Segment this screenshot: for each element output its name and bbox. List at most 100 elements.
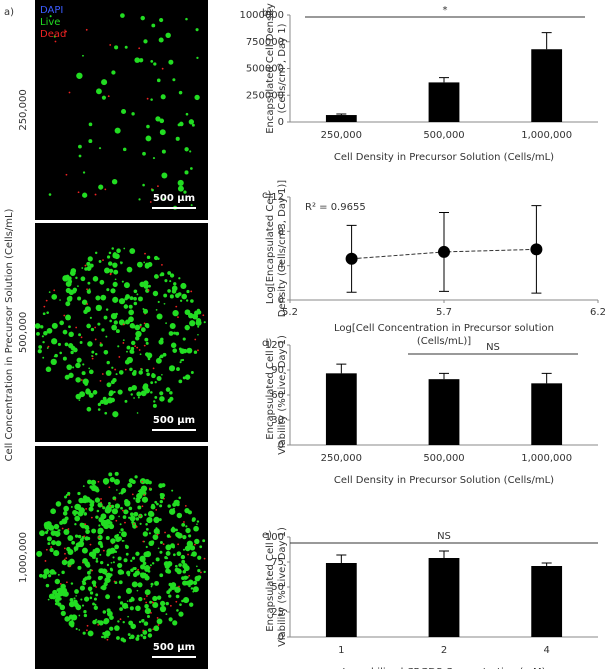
cell-dot <box>140 327 146 333</box>
cell-dot <box>169 508 176 515</box>
cell-dot <box>46 536 52 542</box>
cell-dot <box>142 629 145 632</box>
x-tick-label: 6.2 <box>590 307 606 318</box>
cell-dot <box>170 527 176 533</box>
cell-dot <box>80 336 83 339</box>
cell-dot <box>73 597 76 600</box>
cell-dot <box>112 281 118 287</box>
cell-dot <box>176 568 182 573</box>
cell-dot <box>109 268 114 273</box>
cell-dot <box>119 601 124 605</box>
cell-dot <box>117 345 120 348</box>
cell-dot <box>190 554 193 557</box>
cell-dot <box>95 559 99 563</box>
cell-dot <box>116 533 119 537</box>
cell-dot <box>152 601 159 609</box>
cell-dot <box>138 596 143 602</box>
cell-dot <box>120 13 125 18</box>
cell-dot <box>48 574 52 578</box>
cell-dot <box>58 529 61 532</box>
cell-dot <box>167 289 171 293</box>
cell-dot <box>155 116 161 122</box>
cell-dot <box>142 384 149 391</box>
cell-dot <box>51 294 58 300</box>
cell-dot <box>175 305 178 308</box>
cell-dot <box>114 471 119 476</box>
cell-dot <box>191 123 195 127</box>
cell-dot <box>185 525 188 528</box>
cell-dot <box>68 601 75 608</box>
cell-dot <box>112 378 117 383</box>
cell-dot <box>115 329 120 334</box>
cell-dot <box>102 610 107 614</box>
cell-dot <box>148 532 151 535</box>
bar <box>531 566 563 637</box>
cell-dot <box>93 597 97 601</box>
cell-dot <box>88 506 94 512</box>
cell-dot <box>44 560 47 562</box>
cell-dot <box>177 179 184 187</box>
cell-dot <box>91 350 95 354</box>
cell-dot <box>169 280 172 283</box>
cell-dot <box>149 600 153 604</box>
cell-dot <box>180 359 183 362</box>
cell-dot <box>75 393 82 400</box>
cell-dot <box>163 293 168 298</box>
cell-dot <box>70 582 74 585</box>
cell-dot <box>123 304 129 309</box>
cell-dot <box>150 611 152 614</box>
cell-dot <box>186 347 193 354</box>
cell-dot <box>86 261 91 266</box>
cell-dot <box>114 550 118 554</box>
cell-dot <box>150 585 153 588</box>
cell-dot <box>184 309 191 316</box>
cell-dot <box>68 620 75 627</box>
cell-dot <box>177 185 184 192</box>
legend-entry: Live <box>40 17 60 28</box>
cell-dot <box>186 289 190 294</box>
cell-dot <box>144 603 149 609</box>
significance-label: * <box>443 5 448 16</box>
cell-dot <box>113 478 120 485</box>
cell-dot <box>81 604 85 607</box>
cell-dot <box>131 493 134 496</box>
cell-dot <box>106 610 113 617</box>
cell-dot <box>112 262 118 268</box>
cell-dot <box>104 267 110 274</box>
cell-dot <box>91 569 94 572</box>
cell-dot <box>108 523 115 530</box>
cell-dot <box>44 530 49 535</box>
cell-dot <box>144 589 151 596</box>
cell-dot <box>77 191 80 194</box>
cell-dot <box>54 578 61 585</box>
cell-dot <box>194 338 197 341</box>
cell-dot <box>121 531 127 538</box>
cell-dot <box>103 479 109 485</box>
cell-dot <box>188 534 192 538</box>
cell-dot <box>164 556 168 560</box>
cell-dot <box>65 314 71 321</box>
cell-dot <box>169 368 172 371</box>
cell-dot <box>106 288 110 292</box>
cell-dot <box>153 625 160 632</box>
cell-dot <box>85 529 90 535</box>
cell-dot <box>166 534 171 538</box>
cell-dot <box>100 294 107 301</box>
cell-dot <box>53 550 60 557</box>
cell-dot <box>108 261 113 266</box>
cell-dot <box>193 350 198 354</box>
cell-dot <box>194 94 200 101</box>
cell-dot <box>81 267 84 269</box>
cell-dot <box>64 342 69 347</box>
cell-dot <box>136 589 139 592</box>
cell-dot <box>110 561 113 564</box>
cell-dot <box>195 319 202 326</box>
cell-dot <box>183 521 185 523</box>
cell-dot <box>95 515 99 519</box>
cell-dot <box>159 391 164 396</box>
cell-dot <box>51 540 57 546</box>
cell-dot <box>155 557 160 562</box>
error-bar <box>336 363 347 374</box>
cell-dot <box>49 15 52 18</box>
cell-dot <box>54 602 58 606</box>
